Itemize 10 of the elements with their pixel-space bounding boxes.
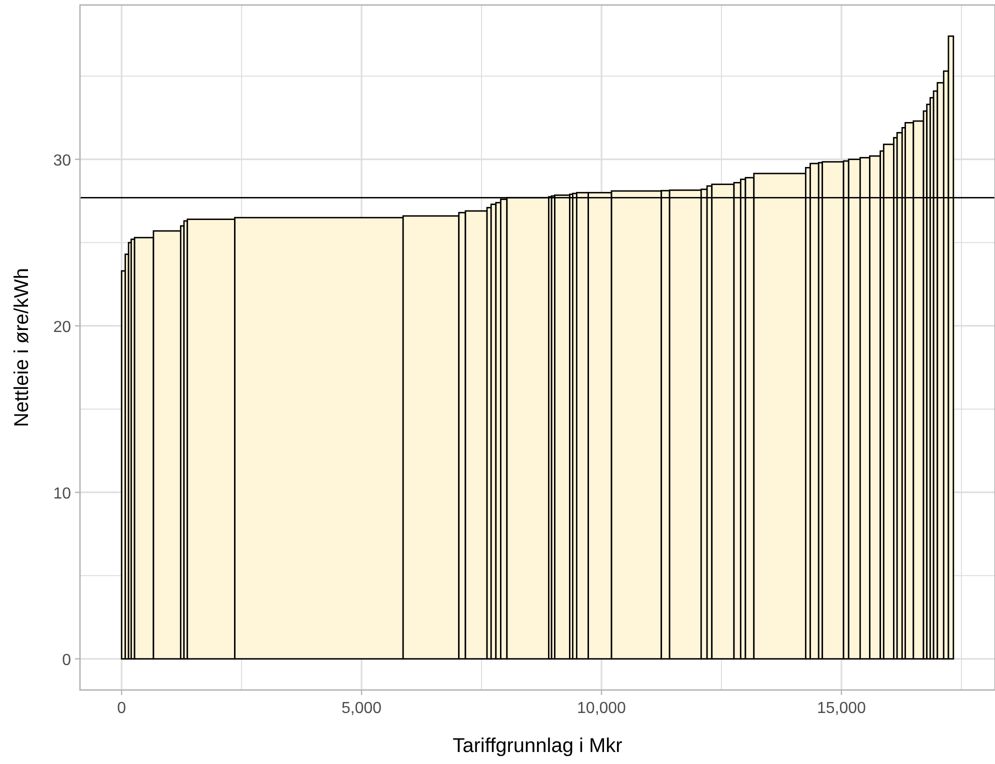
y-tick-label: 20 xyxy=(53,318,72,336)
y-axis-title: Nettleie i øre/kWh xyxy=(11,268,33,427)
y-tick-label: 10 xyxy=(53,485,72,502)
x-tick-label: 0 xyxy=(117,700,126,717)
y-tick-label: 30 xyxy=(53,152,72,170)
x-tick-label: 10,000 xyxy=(577,700,626,717)
x-tick-label: 15,000 xyxy=(816,700,866,717)
y-tick-label: 0 xyxy=(62,652,72,669)
x-axis-title: Tariffgrunnlag i Mkr xyxy=(452,735,623,757)
x-tick-label: 5,000 xyxy=(342,700,382,717)
